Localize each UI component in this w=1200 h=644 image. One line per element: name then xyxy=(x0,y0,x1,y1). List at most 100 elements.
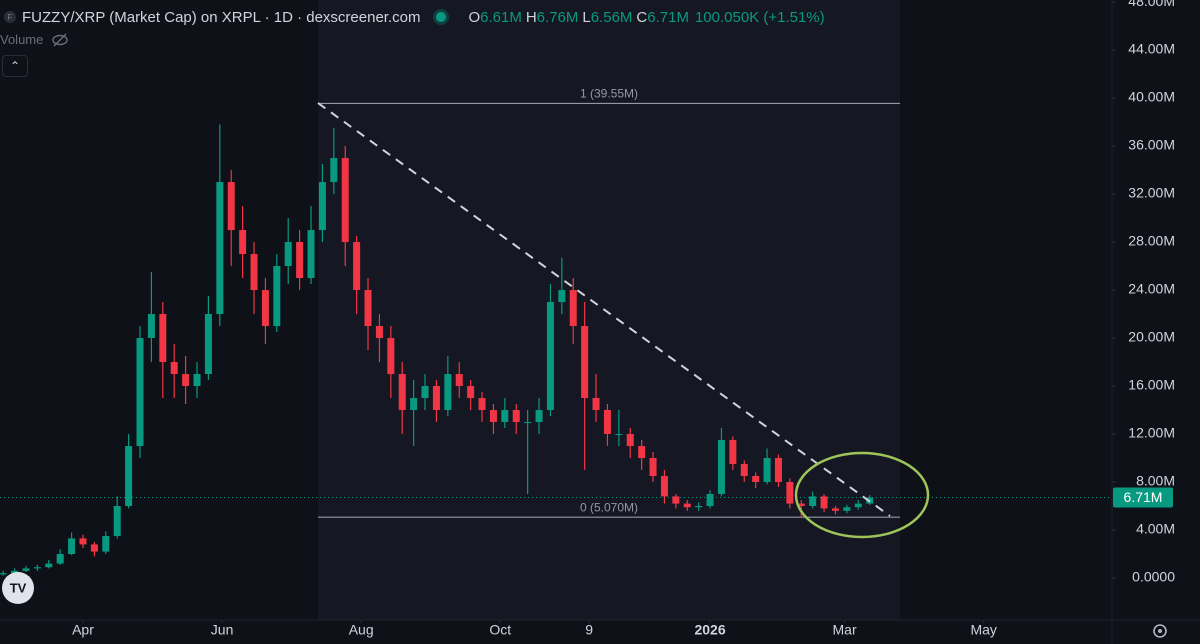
y-tick-label: 4.00M xyxy=(1136,521,1175,537)
candle-body xyxy=(797,503,805,507)
ohlc: O 6.61M H 6.76M L 6.56M C 6.71M xyxy=(464,9,689,26)
candle-body xyxy=(307,230,315,279)
candle-body xyxy=(524,422,532,424)
candle-body xyxy=(467,386,475,399)
volume-row: Volume xyxy=(0,32,69,47)
y-tick-label: 36.00M xyxy=(1128,137,1175,153)
candle-body xyxy=(512,410,520,423)
candle-body xyxy=(239,230,247,255)
collapse-button[interactable]: ⌃ xyxy=(2,55,28,77)
x-tick-label: Oct xyxy=(489,622,511,638)
candle-body xyxy=(831,508,839,511)
settings-icon-center xyxy=(1158,629,1162,633)
y-tick-label: 20.00M xyxy=(1128,329,1175,345)
candle-body xyxy=(478,398,486,411)
fib-label: 1 (39.55M) xyxy=(580,87,638,101)
candle-body xyxy=(546,302,554,411)
x-tick-label: 9 xyxy=(585,622,593,638)
ohlc-value: 6.76M xyxy=(536,8,579,26)
header: F FUZZY/XRP (Market Cap) on XRPL · 1D · … xyxy=(0,6,825,28)
candle-body xyxy=(672,496,680,504)
candle-body xyxy=(284,242,292,267)
candle-body xyxy=(683,503,691,508)
status-dot xyxy=(436,12,447,22)
ohlc-key: L xyxy=(582,8,591,26)
candle-body xyxy=(136,338,144,447)
candle-body xyxy=(90,544,98,552)
candle-body xyxy=(774,458,782,483)
candle-body xyxy=(489,410,497,423)
ohlc-value: 6.61M xyxy=(480,8,522,26)
candle-body xyxy=(56,554,64,564)
candle-body xyxy=(603,410,611,435)
candle-body xyxy=(11,570,19,574)
candle-body xyxy=(854,503,862,508)
settings-icon[interactable] xyxy=(1153,624,1167,638)
candle-body xyxy=(147,314,155,339)
y-tick-label: 28.00M xyxy=(1128,233,1175,249)
candle-body xyxy=(432,386,440,411)
y-tick-label: 8.00M xyxy=(1136,473,1175,489)
candle-body xyxy=(261,290,269,327)
ohlc-key: H xyxy=(525,8,537,26)
candle-body xyxy=(706,494,714,507)
candle-body xyxy=(569,290,577,327)
candle-body xyxy=(102,536,110,552)
candle-body xyxy=(353,242,361,291)
tv-logo-mark: TV xyxy=(10,580,27,595)
candle-body xyxy=(68,538,76,555)
candle-body xyxy=(341,158,349,243)
volume-label: Volume xyxy=(0,32,44,47)
candle-body xyxy=(375,326,383,339)
candle-body xyxy=(660,476,668,497)
candle-body xyxy=(740,464,748,477)
y-tick-label: 12.00M xyxy=(1128,425,1175,441)
candle-body xyxy=(444,374,452,411)
candle-body xyxy=(729,440,737,465)
ohlc-key: C xyxy=(636,8,648,26)
y-tick-label: 48.00M xyxy=(1128,0,1175,9)
plot: 1 (39.55M) 0 (5.070M) xyxy=(0,87,1110,576)
tv-logo[interactable] xyxy=(2,572,34,604)
candle-body xyxy=(45,563,53,568)
trend-line xyxy=(317,102,891,517)
ohlc-value: 6.56M xyxy=(590,8,633,26)
candle-body xyxy=(273,266,281,327)
candle-body xyxy=(159,314,167,363)
last-price-label: 6.71M xyxy=(1124,489,1163,505)
x-tick-label: Apr xyxy=(72,622,94,638)
candle-body xyxy=(455,374,463,387)
candle-body xyxy=(318,182,326,231)
candle-body xyxy=(296,242,304,279)
highlight-ellipse xyxy=(794,451,930,539)
candle-body xyxy=(763,458,771,483)
candle-body xyxy=(170,362,178,375)
candle-body xyxy=(250,254,258,291)
candle-body xyxy=(193,374,201,387)
candle-body xyxy=(717,440,725,495)
eye-off-icon[interactable] xyxy=(51,33,69,47)
candle-body xyxy=(387,338,395,375)
candle-body xyxy=(364,290,372,327)
candle-body xyxy=(843,507,851,511)
candle-body xyxy=(752,476,760,483)
candle-body xyxy=(535,410,543,423)
candle-body xyxy=(421,386,429,399)
candle-body xyxy=(638,446,646,459)
candle-body xyxy=(592,398,600,411)
candle-body xyxy=(695,506,703,508)
candle-body xyxy=(79,538,87,545)
y-tick-label: 16.00M xyxy=(1128,377,1175,393)
candle-body xyxy=(330,158,338,183)
candle-body xyxy=(22,568,30,571)
y-tick-label: 24.00M xyxy=(1128,281,1175,297)
x-tick-label: Mar xyxy=(833,622,857,638)
candle-body xyxy=(204,314,212,375)
candle-body xyxy=(615,434,623,436)
token-icon: F xyxy=(4,11,16,23)
ohlc-value: 6.71M xyxy=(647,8,689,26)
candle-body xyxy=(649,458,657,477)
candle-body xyxy=(626,434,634,447)
